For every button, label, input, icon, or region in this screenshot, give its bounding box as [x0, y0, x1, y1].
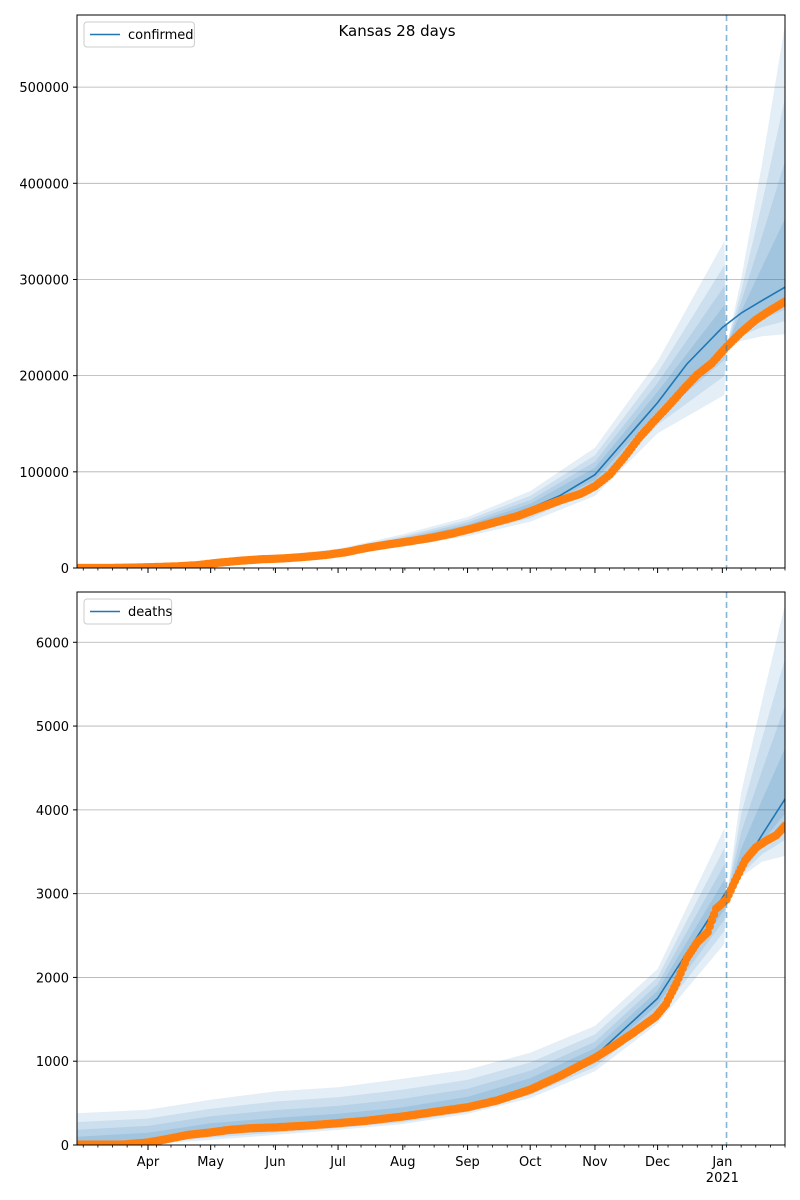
x-tick-label: Sep: [455, 1155, 480, 1170]
axes-frame: [76, 14, 786, 569]
legend-box: [83, 21, 195, 48]
x-tick-label: Dec: [645, 1155, 670, 1170]
legend: confirmed: [83, 21, 195, 48]
legend-label: deaths: [128, 605, 173, 620]
plot-area: [77, 24, 785, 568]
uncertainty-band-1: [275, 24, 785, 561]
figure-title: Kansas 28 days: [338, 22, 455, 40]
x-tick-label: Aug: [390, 1155, 415, 1170]
plot-area: [77, 604, 785, 1145]
x-tick-label: Jan: [711, 1155, 732, 1170]
y-tick-label: 100000: [19, 466, 69, 481]
y-tick-label: 400000: [19, 177, 69, 192]
x-tick-label: Jun: [264, 1155, 285, 1170]
observed-point: [780, 821, 785, 830]
panel-2: 0 1000 2000 3000 4000 5000 6000 Apr May Jun Jul Aug…: [36, 591, 786, 1186]
uncertainty-band-1: [77, 604, 785, 1145]
y-tick-label: 0: [61, 1139, 69, 1154]
x-tick-label: 2021: [706, 1171, 739, 1186]
y-tick-label: 5000: [36, 720, 69, 735]
uncertainty-band-3: [275, 161, 785, 560]
observed-point: [780, 297, 785, 306]
y-tick-label: 300000: [19, 273, 69, 288]
axes-frame: [76, 591, 786, 1146]
y-tick-label: 500000: [19, 81, 69, 96]
uncertainty-band-2: [77, 659, 785, 1145]
legend-label: confirmed: [128, 28, 194, 43]
x-tick-label: Nov: [582, 1155, 608, 1170]
x-tick-label: Jul: [329, 1155, 346, 1170]
y-tick-label: 2000: [36, 971, 69, 986]
legend-box: [83, 598, 173, 625]
x-tick-label: Apr: [137, 1155, 160, 1170]
legend: deaths: [83, 598, 173, 625]
x-tick-label: Oct: [519, 1155, 541, 1170]
y-tick-label: 1000: [36, 1055, 69, 1070]
y-tick-label: 0: [61, 562, 69, 577]
x-tick-label: May: [197, 1155, 224, 1170]
panel-1: 0 100000 200000 300000 400000 500000 confirmed: [19, 14, 786, 577]
y-tick-label: 200000: [19, 370, 69, 385]
y-tick-label: 6000: [36, 636, 69, 651]
y-tick-label: 3000: [36, 888, 69, 903]
y-tick-label: 4000: [36, 804, 69, 819]
uncertainty-band-3: [77, 705, 785, 1145]
